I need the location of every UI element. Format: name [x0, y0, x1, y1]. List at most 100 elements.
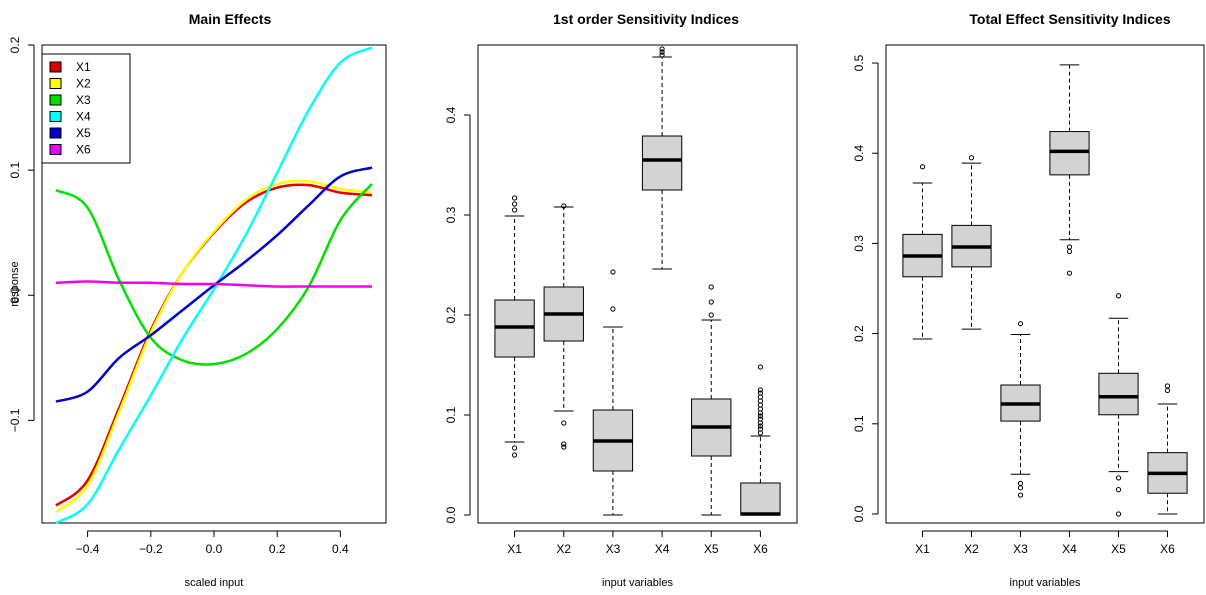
- outlier-point: [1066, 244, 1073, 250]
- x-tick-label: −0.2: [139, 542, 163, 556]
- outlier-point: [1115, 511, 1122, 517]
- box-iqr: [740, 482, 781, 516]
- x-tick-label: 0.4: [332, 542, 349, 556]
- outlier-point: [511, 207, 518, 213]
- box-x2: [543, 203, 584, 450]
- series-line-x6: [55, 280, 372, 288]
- outlier-point: [708, 299, 714, 305]
- y-tick-label: 0.2: [8, 36, 22, 53]
- chart-title: Total Effect Sensitivity Indices: [969, 11, 1170, 27]
- outlier-point: [708, 312, 714, 318]
- outlier-point: [757, 416, 764, 422]
- chart-title: 1st order Sensitivity Indices: [553, 11, 739, 27]
- outlier-point: [1066, 270, 1073, 276]
- box-x1: [494, 195, 535, 458]
- y-tick-label: 0.2: [852, 325, 866, 342]
- box-x4: [641, 46, 683, 270]
- plot-frame: [41, 44, 387, 524]
- x-tick-label: X4: [655, 542, 670, 556]
- legend-label-x6: X6: [76, 143, 91, 157]
- y-tick-label: 0.4: [852, 145, 866, 162]
- box-x5: [691, 284, 732, 516]
- x-tick-label: X6: [1160, 542, 1175, 556]
- outlier-point: [1164, 387, 1171, 394]
- outlier-point: [1164, 383, 1171, 389]
- outlier-point: [1115, 487, 1122, 493]
- series-line-x2: [55, 179, 373, 513]
- legend-label-x2: X2: [76, 77, 91, 91]
- box-x3: [592, 269, 634, 516]
- box-x6: [1147, 383, 1188, 515]
- outlier-point: [1066, 248, 1073, 255]
- outlier-point: [919, 164, 926, 170]
- legend-swatch-x4: [49, 111, 62, 122]
- chart-title: Main Effects: [189, 11, 272, 27]
- box-x4: [1049, 64, 1090, 276]
- outlier-point: [757, 426, 764, 432]
- legend-label-x3: X3: [76, 93, 91, 107]
- x-tick-label: −0.4: [76, 542, 100, 556]
- legend-swatch-x5: [49, 127, 62, 139]
- x-tick-label: X1: [507, 542, 522, 556]
- x-tick-label: 0.0: [206, 542, 223, 556]
- y-tick-label: 0.0: [852, 505, 866, 522]
- outlier-point: [708, 284, 714, 290]
- x-axis-label: input variables: [1010, 577, 1081, 589]
- legend-swatch-x3: [49, 94, 62, 106]
- x-tick-label: 0.2: [269, 542, 286, 556]
- outlier-point: [659, 46, 665, 52]
- outlier-point: [511, 452, 518, 458]
- legend-swatch-x2: [49, 78, 62, 89]
- y-tick-label: 0.0: [8, 287, 22, 304]
- outlier-point: [757, 390, 764, 396]
- legend: X1 X2 X3 X4 X5 X6: [41, 53, 131, 164]
- y-tick-label: 0.1: [444, 406, 458, 423]
- outlier-point: [511, 195, 518, 201]
- outlier-point: [1115, 475, 1122, 481]
- y-tick-label: 0.3: [852, 235, 866, 252]
- outlier-point: [561, 444, 567, 450]
- box-x3: [1000, 321, 1041, 498]
- x-tick-label: X5: [704, 542, 719, 556]
- outlier-point: [561, 420, 567, 426]
- y-tick-label: 0.0: [444, 506, 458, 523]
- x-tick-label: X3: [606, 542, 621, 556]
- legend-label-x4: X4: [76, 110, 91, 124]
- x-tick-label: X5: [1111, 542, 1126, 556]
- x-tick-label: X3: [1013, 542, 1028, 556]
- legend-label-x5: X5: [76, 126, 91, 140]
- panel-2: 1st order Sensitivity Indices 0.0 0.1 0.2 0.…: [444, 11, 798, 589]
- y-tick-label: 0.3: [444, 206, 458, 223]
- outlier-point: [659, 49, 665, 55]
- outlier-point: [1017, 480, 1024, 486]
- y-axis-label: response: [9, 261, 21, 306]
- outlier-point: [659, 52, 665, 58]
- y-tick-label: 0.1: [852, 415, 866, 432]
- panel-3: Total Effect Sensitivity Indices 0.0 0.1 0.…: [852, 11, 1205, 589]
- outlier-point: [757, 423, 764, 429]
- panel-1: Main Effects −0.1 0.0 0.1 0.2 −0.4 −0.2 0.0 0.2 0…: [8, 11, 387, 589]
- y-tick-label: 0.2: [444, 306, 458, 323]
- outlier-point: [1017, 321, 1024, 327]
- box-iqr: [1098, 372, 1139, 416]
- y-tick-label: −0.1: [8, 408, 22, 432]
- outlier-point: [1017, 485, 1024, 491]
- x-tick-label: X6: [753, 542, 768, 556]
- outlier-point: [511, 445, 518, 451]
- outlier-point: [757, 364, 764, 370]
- y-tick-label: 0.1: [8, 161, 22, 178]
- legend-swatch-x1: [49, 61, 62, 73]
- outlier-point: [757, 413, 764, 419]
- box-iqr: [1049, 131, 1090, 176]
- outlier-point: [561, 441, 567, 447]
- x-tick-label: X4: [1062, 542, 1077, 556]
- x-tick-label: X2: [556, 542, 571, 556]
- outlier-point: [968, 155, 975, 161]
- box-x5: [1098, 293, 1139, 517]
- box-iqr: [641, 135, 683, 191]
- box-x1: [902, 164, 943, 340]
- outlier-point: [757, 387, 764, 393]
- box-x6: [740, 364, 781, 516]
